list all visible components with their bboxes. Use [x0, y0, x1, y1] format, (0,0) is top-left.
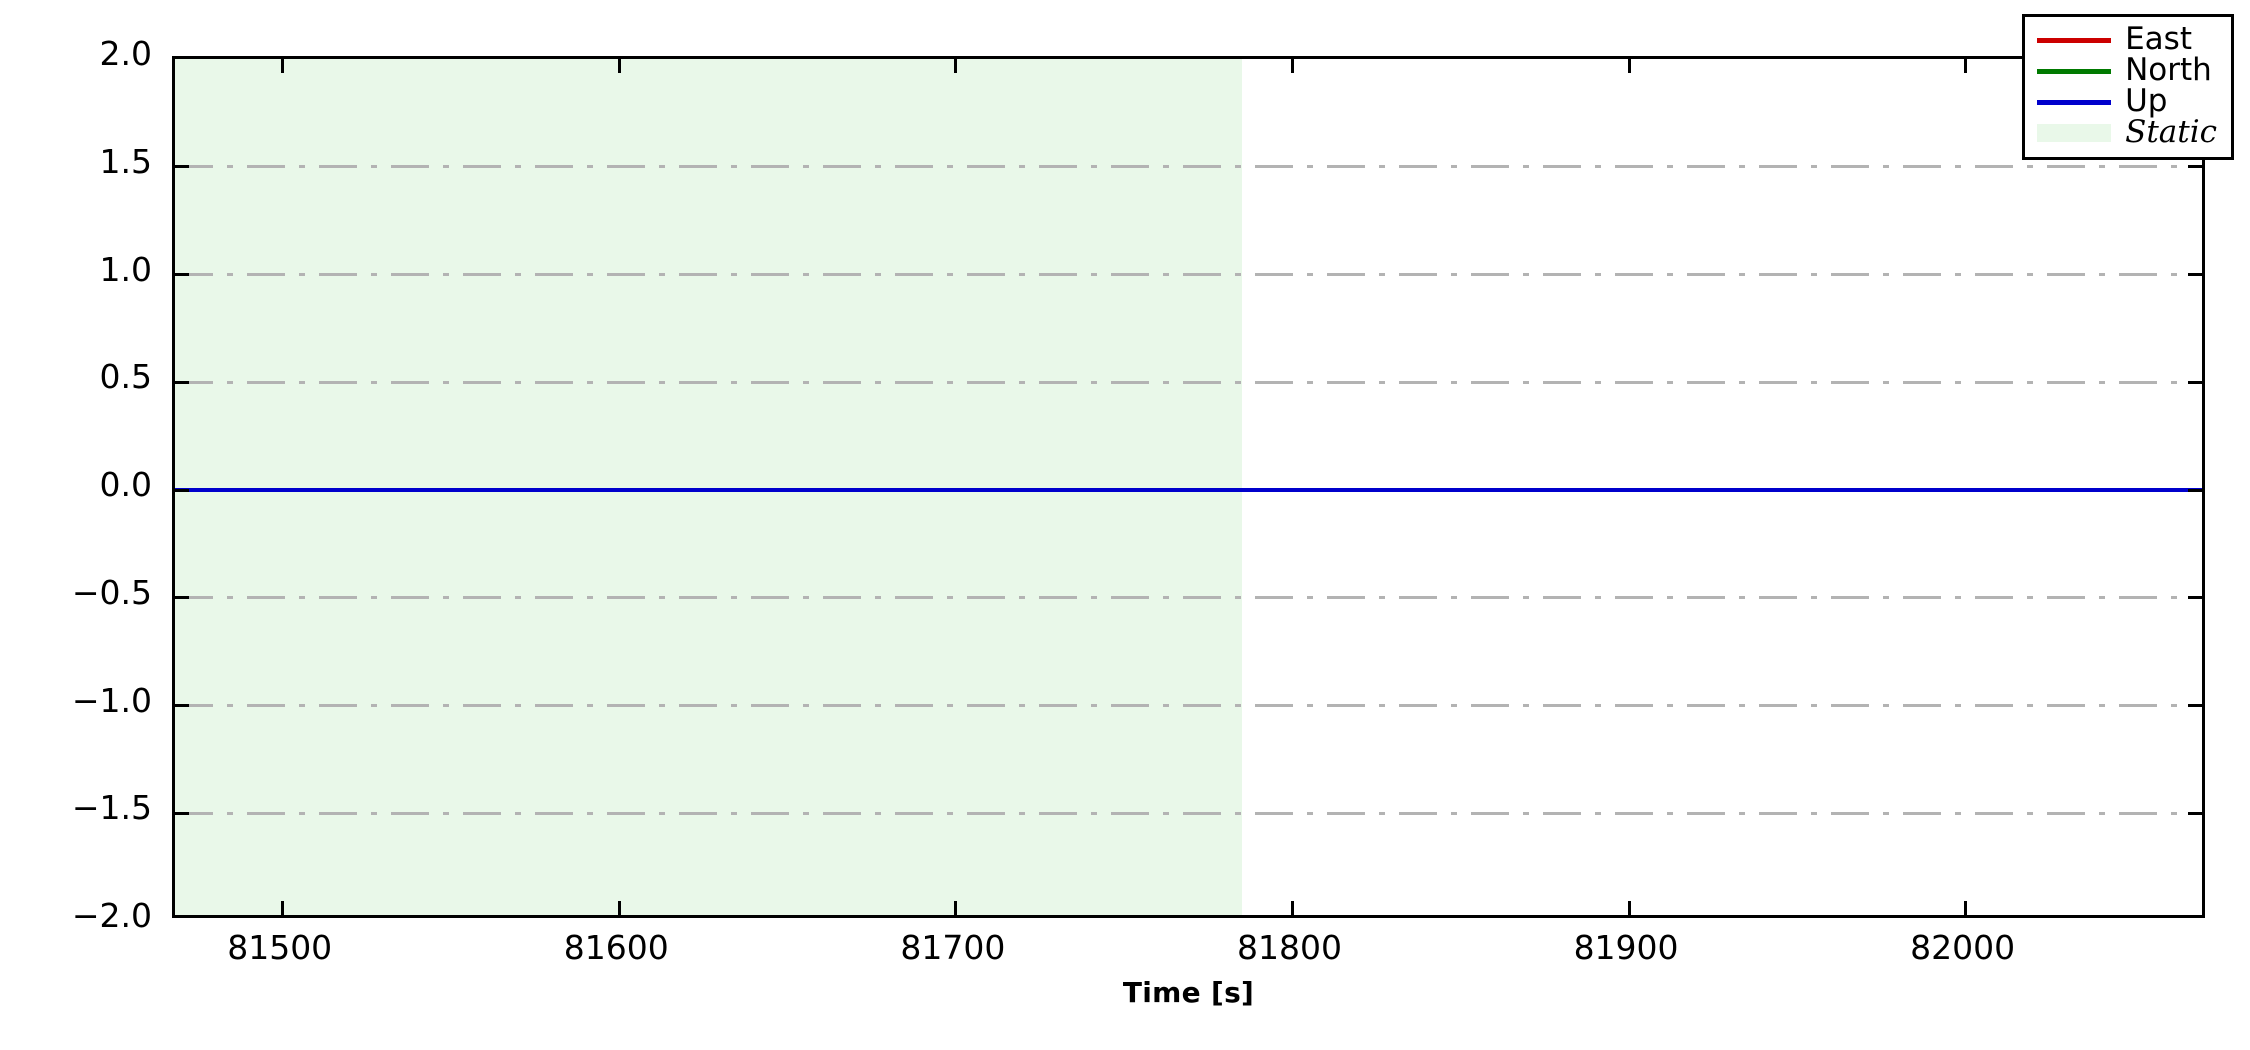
legend-marker	[2037, 123, 2112, 142]
span-layer	[175, 59, 2202, 915]
y-tick-label: 2.0	[99, 34, 152, 73]
legend-swatch-east-icon	[2037, 24, 2112, 55]
legend-marker	[2037, 99, 2112, 105]
gridline	[175, 596, 2202, 600]
x-tick-mark	[1627, 59, 1631, 73]
x-axis-title: Time [s]	[1122, 976, 1255, 1009]
legend-swatch-north-icon	[2037, 55, 2112, 86]
x-tick-label: 82000	[1910, 928, 2016, 967]
y-tick-mark	[2188, 811, 2202, 815]
x-tick-label: 81800	[1236, 928, 1342, 967]
x-tick-label: 81700	[900, 928, 1006, 967]
y-tick-mark	[2188, 273, 2202, 276]
legend-swatch-static-icon	[2037, 117, 2112, 148]
y-axis-tick-labels: 2.0 1.5 1.0 0.5 0.0 −0.5 −1.0 −1.5 −2.0	[0, 0, 172, 1050]
legend-marker	[2037, 68, 2112, 74]
x-tick-mark	[281, 59, 285, 73]
x-tick-mark	[1290, 59, 1294, 73]
series-line-up	[175, 488, 2202, 492]
legend-label: East	[2125, 21, 2192, 57]
y-tick-mark	[2188, 165, 2202, 169]
x-axis-tick-labels: 81500 81600 81700 81800 81900 82000	[0, 928, 2250, 974]
x-tick-mark	[281, 901, 285, 915]
x-tick-label: 81900	[1573, 928, 1679, 967]
legend-label: North	[2125, 52, 2212, 88]
legend-item-east[interactable]: East	[2037, 24, 2217, 55]
y-tick-label: −1.0	[71, 680, 152, 720]
y-tick-mark	[175, 165, 189, 169]
gridline	[175, 380, 2202, 384]
y-tick-mark	[175, 704, 189, 707]
x-tick-mark	[617, 901, 621, 915]
tick-marks-layer	[175, 59, 2202, 915]
chart-legend[interactable]: East North Up Static	[2022, 14, 2234, 160]
y-tick-label: −2.0	[71, 896, 152, 935]
y-tick-label: 0.5	[99, 357, 152, 397]
x-tick-mark	[1964, 901, 1968, 915]
y-tick-label: 1.0	[99, 249, 152, 289]
y-tick-mark	[2188, 380, 2202, 384]
gridline	[175, 273, 2202, 276]
plot-area	[172, 56, 2205, 918]
legend-item-static[interactable]: Static	[2037, 117, 2217, 148]
y-tick-label: −1.5	[71, 788, 152, 828]
y-tick-label: 1.5	[99, 141, 152, 181]
y-tick-mark	[175, 811, 189, 815]
x-tick-mark	[1627, 901, 1631, 915]
grid-layer	[175, 59, 2202, 915]
x-tick-mark	[954, 901, 958, 915]
y-tick-mark	[175, 488, 189, 492]
legend-label: Static	[2125, 114, 2217, 150]
x-tick-mark	[954, 59, 958, 73]
span-static	[175, 59, 1242, 915]
legend-label: Up	[2125, 83, 2168, 119]
x-tick-label: 81600	[563, 928, 669, 967]
y-tick-mark	[2188, 596, 2202, 600]
x-tick-mark	[1290, 901, 1294, 915]
y-tick-mark	[175, 273, 189, 276]
gridline	[175, 811, 2202, 815]
y-tick-label: −0.5	[71, 572, 152, 612]
legend-swatch-up-icon	[2037, 86, 2112, 117]
y-tick-mark	[2188, 704, 2202, 707]
y-tick-label: 0.0	[99, 465, 152, 504]
gridline	[175, 165, 2202, 169]
x-tick-label: 81500	[227, 928, 333, 967]
legend-item-north[interactable]: North	[2037, 55, 2217, 86]
legend-item-up[interactable]: Up	[2037, 86, 2217, 117]
series-layer	[175, 59, 2202, 915]
y-tick-mark	[175, 380, 189, 384]
x-tick-mark	[1964, 59, 1968, 73]
legend-marker	[2037, 37, 2112, 43]
gridline	[175, 704, 2202, 707]
y-tick-mark	[175, 596, 189, 600]
y-tick-mark	[2188, 488, 2202, 492]
x-tick-mark	[617, 59, 621, 73]
